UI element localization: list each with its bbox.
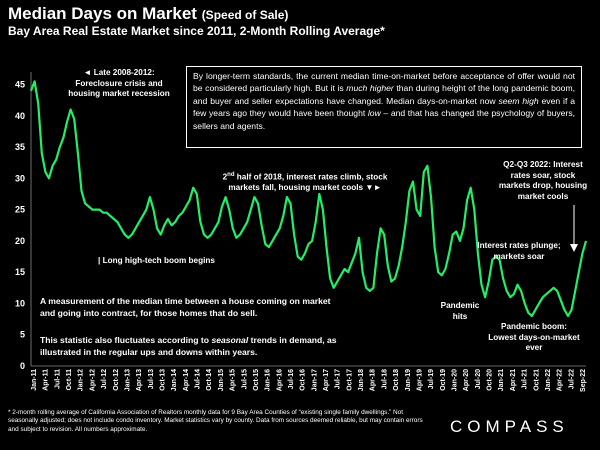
y-axis-ticks: 0 5 10 15 20 25 30 35 40 45	[15, 80, 25, 371]
x-tick-label: Jan-12	[78, 369, 85, 391]
annotation-late-2008: ◄ Late 2008-2012: Foreclosure crisis and…	[68, 68, 170, 98]
title-main: Median Days on Market	[8, 4, 197, 23]
description-2a: This statistic also fluctuates according…	[40, 335, 212, 345]
annotation-2018-cooling: 2nd half of 2018, interest rates climb, …	[220, 170, 390, 194]
y-tick-label: 5	[20, 330, 25, 340]
x-tick-label: Apr-15	[230, 369, 237, 391]
x-tick-label: Jul-11	[54, 369, 61, 389]
footnote: * 2-month rolling average of California …	[8, 409, 423, 433]
box-text-2: than during height of the long pandemic …	[193, 83, 576, 106]
box-text-3: even if a few years ago they would have …	[193, 95, 576, 119]
x-tick-label: Oct-11	[66, 369, 73, 391]
x-tick-label: Apr-16	[276, 369, 283, 391]
x-tick-label: Jan-13	[124, 369, 131, 391]
x-tick-label: Sep-22	[580, 369, 587, 392]
x-tick-label: Jan-16	[265, 369, 272, 391]
x-axis-ticks: Jan-11 Apr-11 Jul-11 Oct-11 Jan-12 Apr-12 Jul-…	[31, 369, 587, 392]
x-tick-label: Oct-19	[440, 369, 447, 391]
y-tick-label: 25	[15, 205, 25, 215]
description-2-em: seasonal	[211, 335, 249, 345]
y-tick-label: 0	[20, 361, 25, 371]
box-text-1: By longer-term standards, the current me…	[193, 71, 575, 94]
x-tick-label: Oct-20	[487, 369, 494, 391]
x-tick-label: Apr-11	[43, 369, 50, 391]
x-tick-label: Oct-21	[533, 369, 540, 391]
x-tick-label: Jul-19	[428, 369, 435, 389]
x-tick-label: Jul-17	[335, 369, 342, 389]
x-tick-label: Jan-14	[171, 369, 178, 391]
annotation-hightech-boom: | Long high-tech boom begins	[98, 256, 215, 265]
annotation-q2q3-2022: Q2-Q3 2022: Interest rates soar, stock m…	[498, 160, 588, 201]
y-tick-label: 45	[15, 80, 25, 90]
x-tick-label: Oct-12	[113, 369, 120, 391]
y-tick-label: 35	[15, 142, 25, 152]
x-tick-label: Jul-20	[475, 369, 482, 389]
x-tick-label: Jul-22	[568, 369, 575, 389]
annotation-2018-sup: nd	[227, 172, 235, 178]
title-paren: (Speed of Sale)	[201, 8, 289, 22]
x-tick-label: Jan-20	[452, 369, 459, 391]
x-tick-label: Apr-17	[323, 369, 330, 391]
x-tick-label: Jul-13	[148, 369, 155, 389]
x-tick-label: Oct-17	[346, 369, 353, 391]
x-tick-label: Jul-14	[195, 369, 202, 389]
chart-axes	[30, 72, 586, 367]
box-em-3: low	[367, 108, 381, 119]
x-tick-label: Jul-21	[522, 369, 529, 389]
x-tick-label: Apr-20	[463, 369, 470, 391]
x-tick-label: Jul-12	[101, 369, 108, 389]
x-tick-label: Jan-19	[405, 369, 412, 391]
x-tick-label: Apr-12	[89, 369, 96, 391]
chart-title: Median Days on Market (Speed of Sale)	[8, 4, 288, 24]
x-tick-label: Oct-14	[206, 369, 213, 391]
x-tick-label: Oct-15	[253, 369, 260, 391]
y-tick-label: 20	[15, 236, 25, 246]
x-tick-label: Oct-16	[300, 369, 307, 391]
median-days-series-line	[29, 80, 588, 318]
x-tick-label: Apr-22	[557, 369, 564, 391]
box-em-2: seem high	[498, 95, 539, 106]
annotation-rates-plunge: Interest rates plunge; markets soar	[477, 241, 561, 261]
annotation-2018-pre: 2	[222, 172, 228, 182]
y-tick-label: 30	[15, 173, 25, 183]
description-2: This statistic also fluctuates according…	[40, 335, 338, 358]
commentary-box: By longer-term standards, the current me…	[186, 66, 582, 148]
compass-logo: COMPASS	[450, 417, 569, 436]
x-tick-label: Apr-13	[136, 369, 143, 391]
q2q3-arrowhead	[570, 244, 578, 252]
description-2b: trends in demand, as illustrated in the …	[40, 335, 337, 357]
x-tick-label: Jul-15	[241, 369, 248, 389]
x-tick-label: Jul-18	[381, 369, 388, 389]
x-tick-label: Apr-21	[510, 369, 517, 391]
x-tick-label: Jan-17	[311, 369, 318, 391]
box-em-1: much higher	[346, 83, 394, 94]
y-tick-label: 40	[15, 111, 25, 121]
x-tick-label: Apr-14	[183, 369, 190, 391]
x-tick-label: Jul-16	[288, 369, 295, 389]
annotation-pandemic-boom: Pandemic boom: Lowest days-on-market eve…	[488, 322, 580, 352]
x-tick-label: Apr-19	[416, 369, 423, 391]
x-tick-label: Jan-22	[545, 369, 552, 391]
x-tick-label: Jan-15	[218, 369, 225, 391]
annotation-2018-post: half of 2018, interest rates climb, stoc…	[228, 172, 388, 193]
description-1: A measurement of the median time between…	[40, 296, 331, 318]
annotation-pandemic-hits: Pandemic hits	[440, 301, 480, 321]
x-tick-label: Jan-18	[358, 369, 365, 391]
y-tick-label: 15	[15, 267, 25, 277]
x-tick-label: Jan-11	[31, 369, 38, 391]
x-tick-label: Oct-13	[159, 369, 166, 391]
x-tick-label: Jan-21	[498, 369, 505, 391]
x-tick-label: Oct-18	[393, 369, 400, 391]
y-tick-label: 10	[15, 298, 25, 308]
x-tick-label: Apr-18	[370, 369, 377, 391]
chart-subtitle: Bay Area Real Estate Market since 2011, …	[8, 24, 385, 38]
box-text-4: – and that has changed the psychology of…	[193, 108, 575, 131]
